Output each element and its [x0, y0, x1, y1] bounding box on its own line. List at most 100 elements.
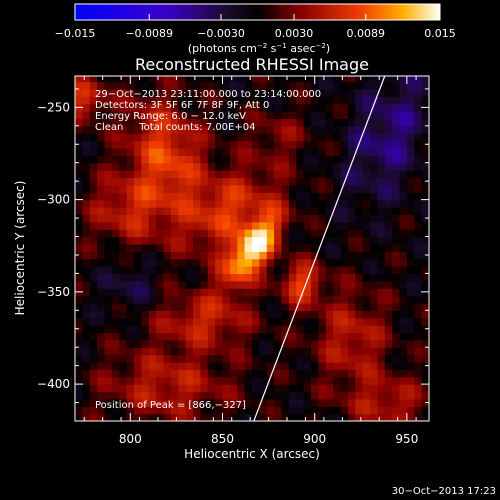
heatmap-cell	[178, 111, 187, 120]
heatmap-cell	[104, 140, 113, 149]
heatmap-cell	[296, 391, 305, 400]
x-axis-ticks: 800 850 900 950	[83, 76, 418, 446]
heatmap-cell	[193, 266, 201, 274]
y-tick-label: −400	[37, 377, 70, 391]
heatmap-cell	[178, 229, 187, 238]
heatmap-cell	[244, 229, 253, 238]
heatmap-cell	[384, 184, 393, 193]
heatmap-cell	[178, 354, 187, 363]
heatmap-cell	[296, 192, 305, 201]
heatmap-cell	[82, 251, 91, 260]
heatmap-cell	[163, 111, 172, 120]
heatmap-cell	[370, 96, 378, 105]
heatmap-cell	[399, 325, 408, 334]
heatmap-cell	[377, 325, 386, 334]
heatmap-cell	[156, 162, 165, 171]
heatmap-cell	[281, 362, 290, 370]
heatmap-cell	[347, 221, 356, 230]
heatmap-cell	[370, 273, 378, 282]
heatmap-cell	[193, 310, 201, 319]
heatmap-cell	[252, 317, 260, 326]
heatmap-cell	[156, 325, 165, 334]
heatmap-cell	[82, 192, 91, 201]
heatmap-cell	[141, 280, 150, 289]
heatmap-cell	[104, 214, 113, 223]
heatmap-cell	[104, 406, 113, 415]
heatmap-cell	[347, 140, 356, 149]
heatmap-cell	[296, 199, 305, 208]
heatmap-cell	[274, 398, 283, 407]
heatmap-cell	[89, 133, 98, 142]
heatmap-cell	[156, 280, 165, 289]
heatmap-cell	[193, 339, 201, 348]
heatmap-cell	[97, 243, 106, 252]
heatmap-cell	[104, 81, 113, 90]
heatmap-cell	[244, 280, 253, 289]
heatmap-cell	[244, 384, 253, 393]
heatmap-cell	[296, 362, 305, 370]
heatmap-cell	[362, 140, 371, 149]
heatmap-cell	[311, 354, 319, 363]
heatmap-cell	[281, 258, 290, 267]
heatmap-cell	[288, 81, 297, 90]
heatmap-cell	[318, 295, 327, 304]
heatmap-cell	[347, 251, 356, 260]
heatmap-cell	[97, 96, 106, 105]
heatmap-cell	[200, 310, 209, 319]
heatmap-cell	[229, 369, 238, 378]
heatmap-cell	[384, 362, 393, 370]
heatmap-cell	[104, 398, 113, 407]
heatmap-cell	[104, 192, 113, 201]
heatmap-cell	[296, 125, 305, 134]
heatmap-cell	[266, 354, 275, 363]
heatmap-cell	[399, 170, 408, 179]
heatmap-cell	[89, 221, 98, 230]
heatmap-cell	[406, 354, 415, 363]
heatmap-cell	[303, 133, 312, 142]
heatmap-cell	[406, 133, 415, 142]
heatmap-cell	[89, 251, 98, 260]
heatmap-cell	[340, 184, 349, 193]
heatmap-cell	[148, 288, 157, 297]
heatmap-cell	[296, 258, 305, 267]
heatmap-cell	[347, 170, 356, 179]
heatmap-cell	[318, 406, 327, 415]
heatmap-cell	[252, 236, 260, 245]
heatmap-cell	[237, 184, 246, 193]
heatmap-cell	[406, 317, 415, 326]
heatmap-cell	[325, 96, 334, 105]
heatmap-cell	[333, 118, 342, 127]
heatmap-cell	[318, 362, 327, 370]
heatmap-cell	[134, 76, 142, 83]
heatmap-cell	[347, 347, 356, 356]
heatmap-cell	[274, 310, 283, 319]
heatmap-cell	[325, 88, 334, 97]
heatmap-cell	[296, 221, 305, 230]
heatmap-cell	[185, 251, 194, 260]
heatmap-cell	[89, 369, 98, 378]
heatmap-cell	[163, 384, 172, 393]
x-tick-label: 950	[395, 432, 418, 446]
heatmap-cell	[222, 295, 231, 304]
heatmap-cell	[362, 184, 371, 193]
heatmap-cell	[318, 317, 327, 326]
heatmap-cell	[148, 325, 157, 334]
heatmap-cell	[119, 192, 128, 201]
heatmap-cell	[355, 266, 364, 274]
heatmap-cell	[193, 302, 201, 311]
heatmap-cell	[377, 339, 386, 348]
heatmap-cell	[414, 243, 423, 252]
y-tick-label: −250	[37, 100, 70, 114]
heatmap-cell	[193, 369, 201, 378]
heatmap-cell	[392, 391, 401, 400]
heatmap-cell	[104, 155, 113, 164]
heatmap-cell	[318, 369, 327, 378]
heatmap-cell	[97, 376, 106, 385]
heatmap-cell	[222, 310, 231, 319]
heatmap-cell	[281, 170, 290, 179]
heatmap-cell	[399, 221, 408, 230]
heatmap-cell	[333, 96, 342, 105]
heatmap-cell	[104, 258, 113, 267]
heatmap-cell	[126, 118, 135, 127]
heatmap-cell	[392, 133, 401, 142]
